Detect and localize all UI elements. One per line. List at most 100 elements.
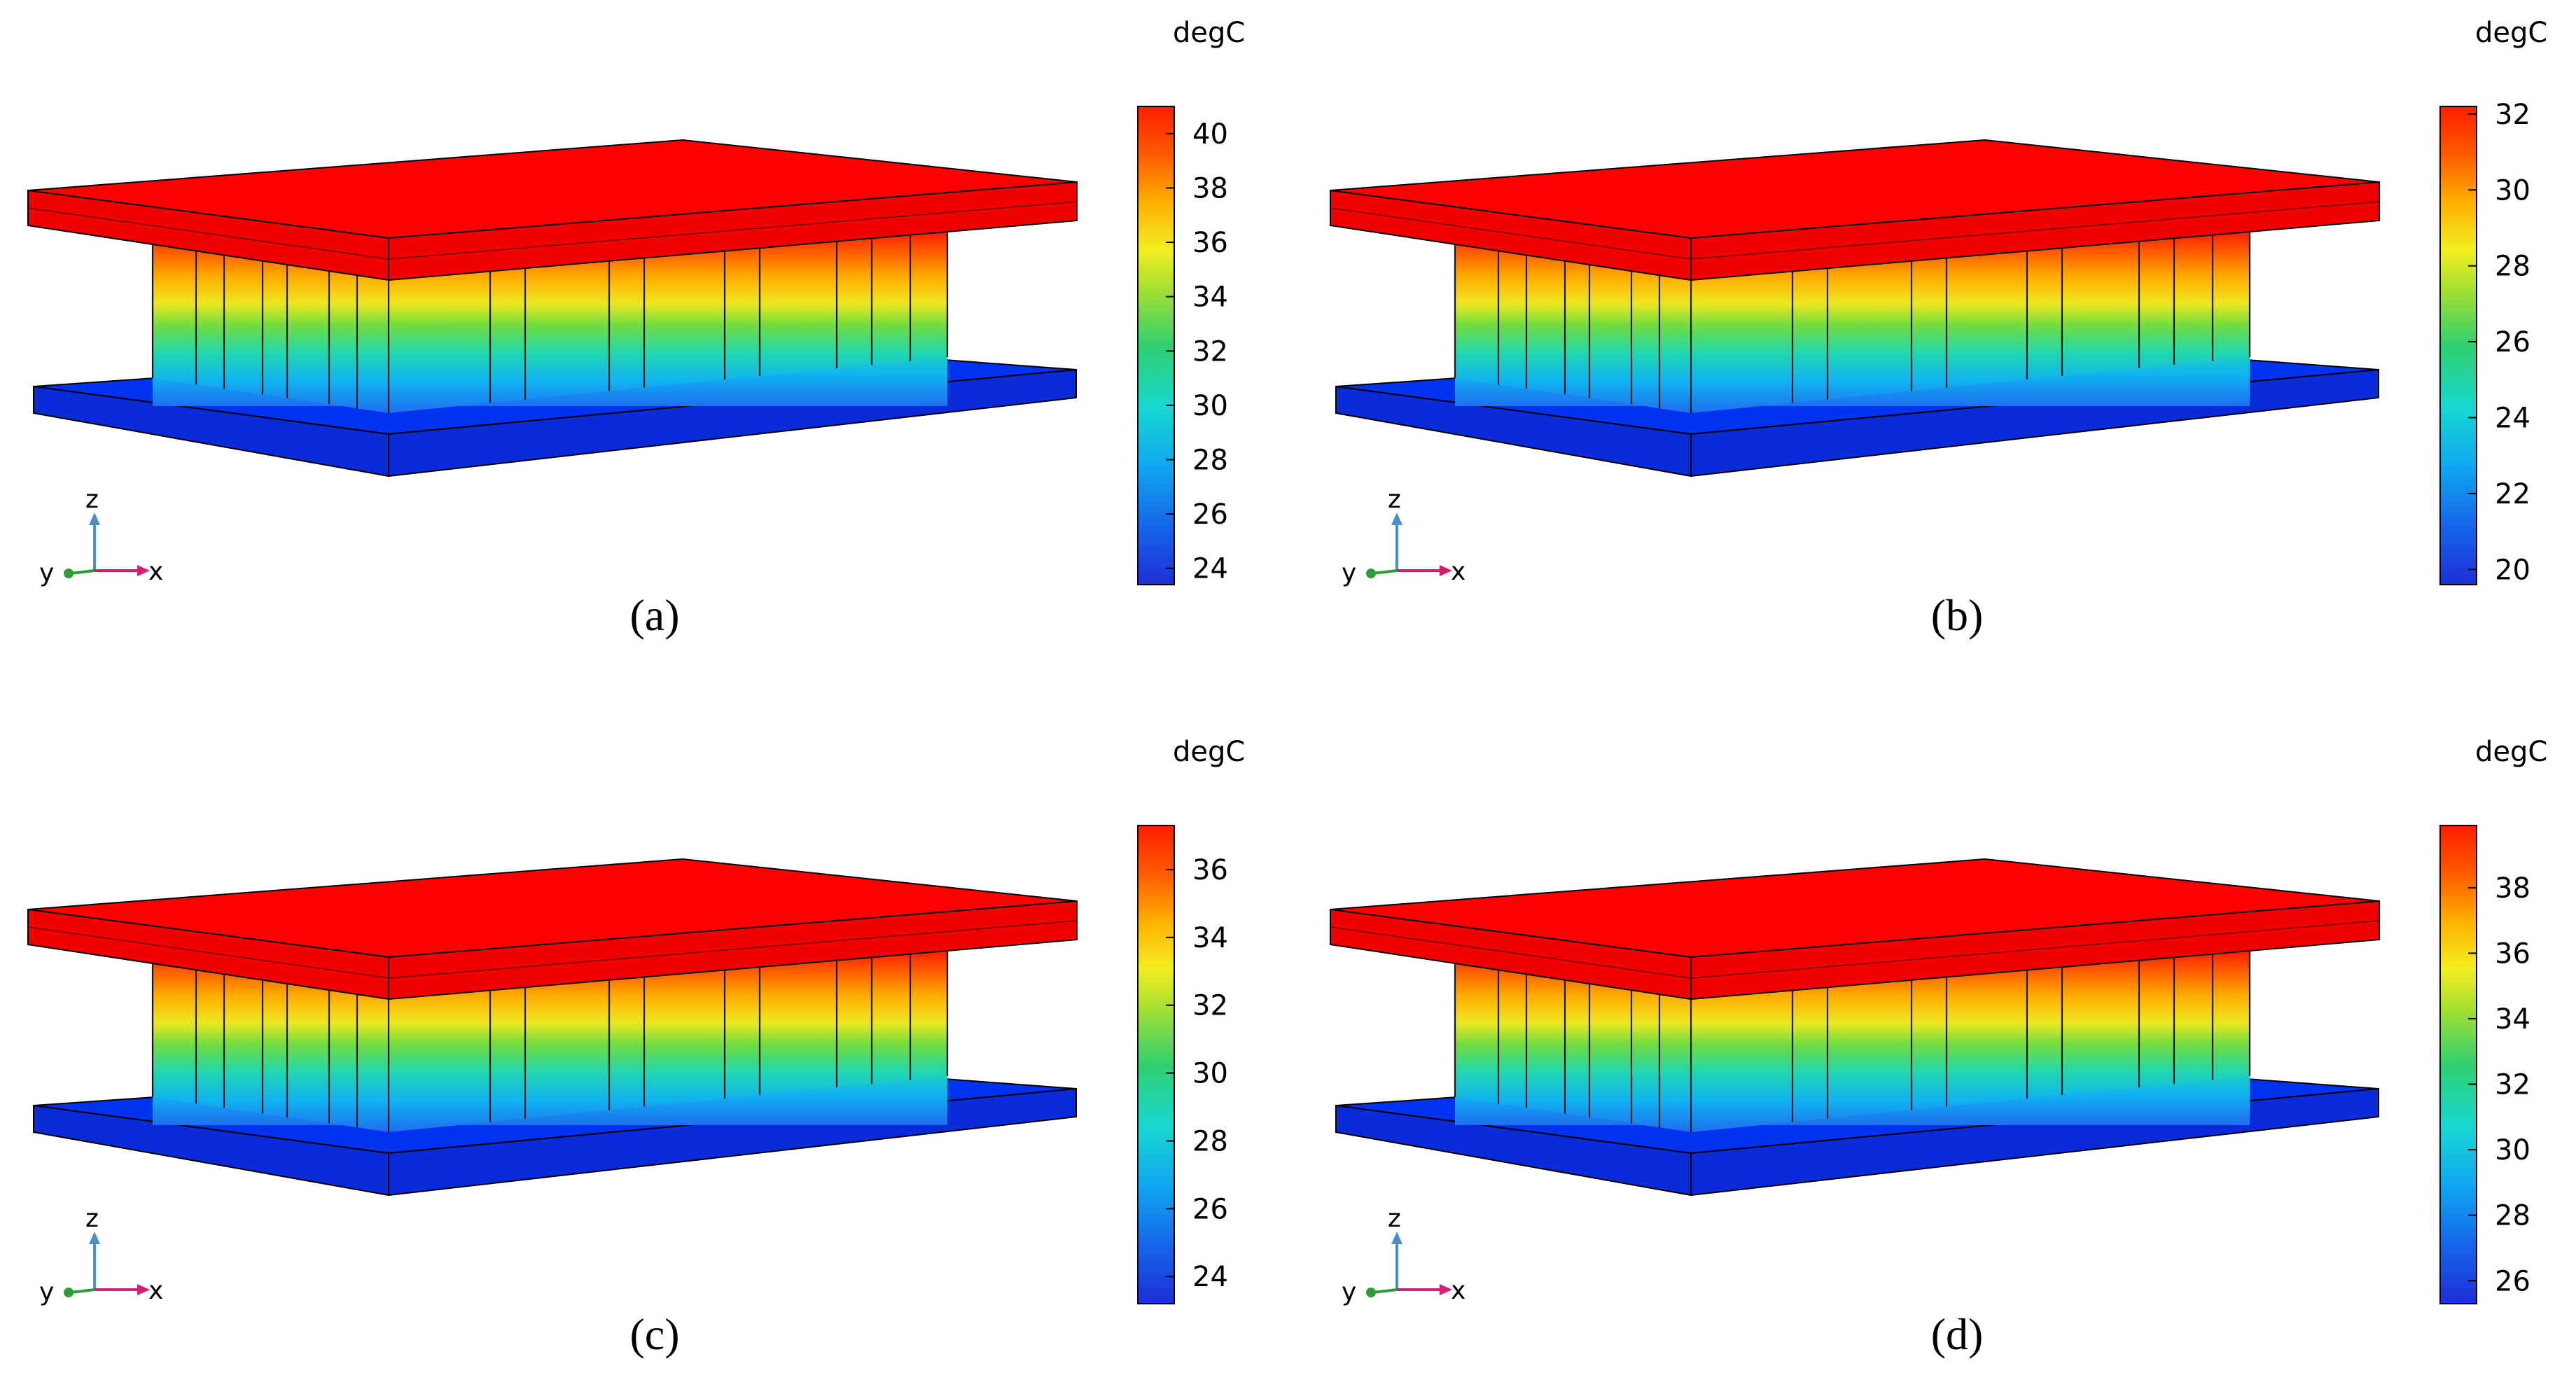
- top-plate: [27, 858, 1078, 1001]
- y-label: y: [39, 559, 54, 587]
- y-axis: [1372, 1288, 1398, 1294]
- colorbar-scale: [2439, 825, 2477, 1304]
- fin-right-block: [389, 950, 947, 1132]
- colorbar-tick-label: 34: [1192, 281, 1228, 314]
- top-plate-seam: [27, 926, 389, 979]
- colorbar-tick-label: 26: [2495, 326, 2530, 358]
- colorbar-unit: degC: [1173, 17, 1245, 49]
- colorbar-tick-label: 30: [1192, 1058, 1228, 1090]
- top-plate-seam: [27, 207, 389, 260]
- panel-b: z y x degC 20 22 24 26 28 30 32 (b): [1330, 17, 2547, 640]
- colorbar-tick-label: 36: [1192, 854, 1228, 886]
- y-axis: [69, 569, 95, 575]
- z-label: z: [85, 1204, 99, 1233]
- panel-caption: (d): [1931, 1309, 1984, 1359]
- colorbar-tick-label: 28: [2495, 251, 2530, 283]
- z-arrowhead: [1391, 1232, 1402, 1244]
- colorbar-tick-label: 30: [2495, 1134, 2530, 1166]
- z-arrowhead: [89, 513, 100, 525]
- top-plate-seam: [1330, 926, 1692, 979]
- top-plate-seam: [1690, 201, 2380, 260]
- fin-right-block: [389, 231, 947, 413]
- colorbar: degC 24 26 28 30 32 34 36 38 40: [1137, 17, 1245, 585]
- colorbar-tick-label: 22: [2495, 478, 2530, 510]
- z-label: z: [1388, 1204, 1401, 1233]
- panel-caption: (c): [629, 1309, 679, 1359]
- colorbar-unit: degC: [2475, 736, 2547, 768]
- colorbar: degC 20 22 24 26 28 30 32: [2439, 17, 2547, 586]
- z-arrowhead: [89, 1232, 100, 1244]
- colorbar-tick-label: 38: [1192, 172, 1228, 204]
- top-plate-seam: [1330, 207, 1692, 260]
- colorbar-tick-label: 28: [2495, 1200, 2530, 1232]
- colorbar-tick-label: 34: [1192, 922, 1228, 954]
- colorbar-tick-label: 36: [1192, 227, 1228, 259]
- colorbar-tick-label: 26: [1192, 499, 1228, 531]
- y-axis: [1372, 569, 1398, 575]
- z-label: z: [85, 485, 99, 514]
- x-label: x: [1451, 557, 1465, 586]
- colorbar-tick-label: 24: [2495, 402, 2530, 434]
- x-arrowhead: [1440, 565, 1452, 576]
- colorbar-tick-label: 32: [2495, 99, 2530, 131]
- y-label: y: [39, 1278, 54, 1306]
- y-axis: [69, 1288, 95, 1294]
- colorbar-tick-label: 36: [2495, 938, 2530, 970]
- colorbar-tick-label: 28: [1192, 1125, 1228, 1157]
- top-plate-side: [388, 181, 1078, 281]
- top-plate-side: [1690, 181, 2380, 281]
- panel-caption: (a): [629, 590, 679, 640]
- y-label: y: [1342, 1278, 1356, 1306]
- top-plate-side: [388, 900, 1078, 1001]
- top-plate-seam: [1690, 920, 2380, 979]
- top-plate: [27, 139, 1078, 281]
- colorbar-tick-label: 28: [1192, 444, 1228, 476]
- panel-caption: (b): [1931, 590, 1984, 640]
- y-arrowhead: [64, 1288, 74, 1297]
- fin-right-block: [1691, 950, 2250, 1132]
- z-arrowhead: [1391, 513, 1402, 525]
- panel-d: z y x degC 26 28 30 32 34 36 38 (d): [1330, 736, 2547, 1359]
- y-label: y: [1342, 559, 1356, 587]
- colorbar-unit: degC: [1173, 736, 1245, 768]
- top-plate: [1330, 858, 2380, 1001]
- colorbar-tick-label: 26: [1192, 1193, 1228, 1225]
- top-plate-side: [1690, 900, 2380, 1001]
- panel-c: z y x degC 24 26 28 30 32 34 36 (c): [27, 736, 1245, 1359]
- colorbar-scale: [1137, 825, 1175, 1304]
- z-label: z: [1388, 485, 1401, 514]
- colorbar-tick-label: 32: [1192, 990, 1228, 1022]
- axis-triad: z y x: [39, 485, 163, 587]
- y-arrowhead: [64, 569, 74, 578]
- axis-triad: z y x: [39, 1204, 163, 1306]
- colorbar-unit: degC: [2475, 17, 2547, 49]
- x-label: x: [1451, 1276, 1465, 1305]
- colorbar: degC 24 26 28 30 32 34 36: [1137, 736, 1245, 1304]
- colorbar-tick-label: 20: [2495, 554, 2530, 586]
- colorbar: degC 26 28 30 32 34 36 38: [2439, 736, 2547, 1304]
- colorbar-tick-label: 40: [1192, 118, 1228, 151]
- colorbar-tick-label: 32: [2495, 1069, 2530, 1101]
- top-plate-seam: [388, 201, 1078, 260]
- colorbar-tick-label: 30: [1192, 390, 1228, 422]
- x-arrowhead: [137, 1284, 150, 1295]
- colorbar-tick-label: 24: [1192, 553, 1228, 585]
- colorbar-tick-label: 32: [1192, 335, 1228, 368]
- colorbar-tick-label: 30: [2495, 174, 2530, 207]
- colorbar-scale: [1137, 106, 1175, 585]
- colorbar-tick-label: 24: [1192, 1261, 1228, 1293]
- y-arrowhead: [1366, 1288, 1376, 1297]
- colorbar-tick-label: 34: [2495, 1003, 2530, 1036]
- colorbar-tick-label: 26: [2495, 1265, 2530, 1297]
- fin-right-block: [1691, 231, 2250, 413]
- axis-triad: z y x: [1342, 485, 1465, 587]
- x-arrowhead: [1440, 1284, 1452, 1295]
- top-plate: [1330, 139, 2380, 281]
- y-arrowhead: [1366, 569, 1376, 578]
- x-arrowhead: [137, 565, 150, 576]
- colorbar-tick-label: 38: [2495, 872, 2530, 905]
- x-label: x: [148, 1276, 163, 1305]
- axis-triad: z y x: [1342, 1204, 1465, 1306]
